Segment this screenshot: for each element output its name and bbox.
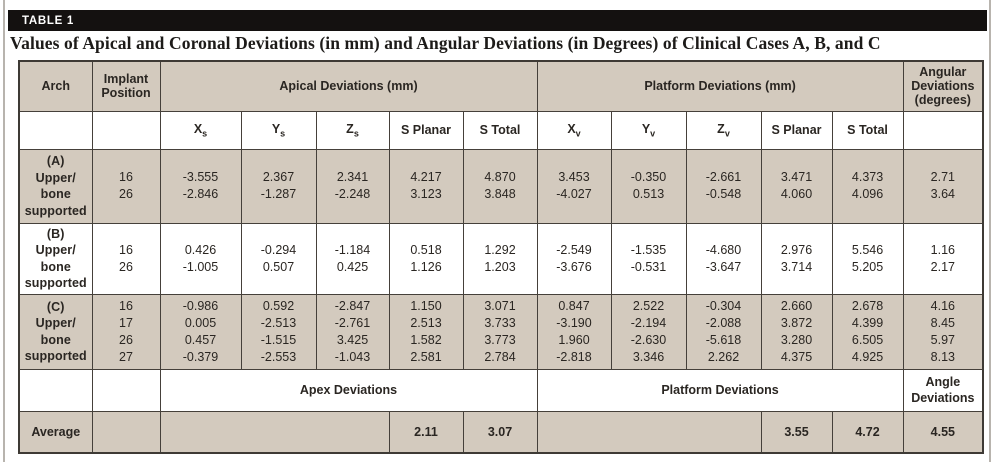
cell-b-implant-positions: 16 26	[91, 222, 161, 295]
row-label-case-c: (C) Upper/ bone supported	[18, 293, 93, 370]
cell-c-xs: -0.986 0.005 0.457 -0.379	[159, 293, 242, 370]
empty-cell	[536, 410, 762, 454]
row-label-case-a: (A) Upper/ bone supported	[18, 148, 93, 224]
deviations-table: Arch Implant Position Apical Deviations …	[18, 60, 985, 454]
cell-b-xs: 0.426 -1.005	[159, 222, 242, 295]
cell-a-s-planar-apical: 4.217 3.123	[388, 148, 464, 224]
table-tag-bar: TABLE 1	[8, 10, 987, 31]
cell-b-xv: -2.549 -3.676	[536, 222, 612, 295]
cell-b-angular: 1.16 2.17	[902, 222, 984, 295]
subheader-s-planar-apical: S Planar	[388, 110, 464, 150]
average-platform-s-planar: 3.55	[760, 410, 833, 454]
header-row-axes: Xs Ys Zs S Planar S Total Xv Yv Zv S Pla…	[18, 110, 984, 150]
cell-a-xs: -3.555 -2.846	[159, 148, 242, 224]
row-label-case-b: (B) Upper/ bone supported	[18, 222, 93, 295]
empty-cell	[18, 368, 93, 412]
cell-c-xv: 0.847 -3.190 1.960 -2.818	[536, 293, 612, 370]
table-row-case-b: (B) Upper/ bone supported 16 26 0.426 -1…	[18, 222, 984, 295]
header-platform-group: Platform Deviations (mm)	[536, 60, 904, 112]
empty-cell	[91, 110, 161, 150]
subheader-s-total-apical: S Total	[462, 110, 538, 150]
empty-cell	[159, 410, 390, 454]
angle-deviations-label: Angle Deviations	[902, 368, 984, 412]
header-row-groups: Arch Implant Position Apical Deviations …	[18, 60, 984, 112]
cell-a-zv: -2.661 -0.548	[685, 148, 762, 224]
page-right-border	[989, 0, 991, 462]
cell-c-ys: 0.592 -2.513 -1.515 -2.553	[240, 293, 317, 370]
cell-c-implant-positions: 16 17 26 27	[91, 293, 161, 370]
cell-b-s-planar-platform: 2.976 3.714	[760, 222, 833, 295]
cell-c-s-total-platform: 2.678 4.399 6.505 4.925	[831, 293, 904, 370]
page-left-border	[3, 0, 5, 462]
subheader-ys: Ys	[240, 110, 317, 150]
cell-c-s-planar-platform: 2.660 3.872 3.280 4.375	[760, 293, 833, 370]
footer-labels-row: Apex Deviations Platform Deviations Angl…	[18, 368, 984, 412]
empty-cell	[18, 110, 93, 150]
cell-c-yv: 2.522 -2.194 -2.630 3.346	[610, 293, 687, 370]
platform-deviations-label: Platform Deviations	[536, 368, 904, 412]
average-row: Average 2.11 3.07 3.55 4.72 4.55	[18, 410, 984, 454]
cell-b-s-planar-apical: 0.518 1.126	[388, 222, 464, 295]
average-platform-s-total: 4.72	[831, 410, 904, 454]
cell-b-zs: -1.184 0.425	[315, 222, 390, 295]
average-apical-s-total: 3.07	[462, 410, 538, 454]
empty-cell	[902, 110, 984, 150]
cell-a-zs: 2.341 -2.248	[315, 148, 390, 224]
cell-c-angular: 4.16 8.45 5.97 8.13	[902, 293, 984, 370]
cell-a-ys: 2.367 -1.287	[240, 148, 317, 224]
cell-a-s-total-apical: 4.870 3.848	[462, 148, 538, 224]
subheader-yv: Yv	[610, 110, 687, 150]
table-row-case-a: (A) Upper/ bone supported 16 26 -3.555 -…	[18, 148, 984, 224]
header-angular-group: Angular Deviations (degrees)	[902, 60, 984, 112]
cell-a-s-planar-platform: 3.471 4.060	[760, 148, 833, 224]
cell-b-yv: -1.535 -0.531	[610, 222, 687, 295]
average-angular: 4.55	[902, 410, 984, 454]
cell-a-s-total-platform: 4.373 4.096	[831, 148, 904, 224]
average-apical-s-planar: 2.11	[388, 410, 464, 454]
header-implant-position: Implant Position	[91, 60, 161, 112]
subheader-zs: Zs	[315, 110, 390, 150]
cell-c-zv: -0.304 -2.088 -5.618 2.262	[685, 293, 762, 370]
subheader-s-planar-platform: S Planar	[760, 110, 833, 150]
cell-c-zs: -2.847 -2.761 3.425 -1.043	[315, 293, 390, 370]
header-arch: Arch	[18, 60, 93, 112]
subheader-zv: Zv	[685, 110, 762, 150]
average-label: Average	[18, 410, 93, 454]
cell-a-implant-positions: 16 26	[91, 148, 161, 224]
cell-b-zv: -4.680 -3.647	[685, 222, 762, 295]
cell-b-ys: -0.294 0.507	[240, 222, 317, 295]
cell-b-s-total-apical: 1.292 1.203	[462, 222, 538, 295]
cell-a-xv: 3.453 -4.027	[536, 148, 612, 224]
cell-c-s-planar-apical: 1.150 2.513 1.582 2.581	[388, 293, 464, 370]
empty-cell	[91, 410, 161, 454]
header-apical-group: Apical Deviations (mm)	[159, 60, 538, 112]
table-title: Values of Apical and Coronal Deviations …	[10, 33, 881, 53]
cell-a-angular: 2.71 3.64	[902, 148, 984, 224]
cell-a-yv: -0.350 0.513	[610, 148, 687, 224]
subheader-s-total-platform: S Total	[831, 110, 904, 150]
subheader-xv: Xv	[536, 110, 612, 150]
empty-cell	[91, 368, 161, 412]
apex-deviations-label: Apex Deviations	[159, 368, 538, 412]
cell-c-s-total-apical: 3.071 3.733 3.773 2.784	[462, 293, 538, 370]
subheader-xs: Xs	[159, 110, 242, 150]
cell-b-s-total-platform: 5.546 5.205	[831, 222, 904, 295]
table-row-case-c: (C) Upper/ bone supported 16 17 26 27 -0…	[18, 293, 984, 370]
table-tag-label: TABLE 1	[22, 15, 74, 27]
